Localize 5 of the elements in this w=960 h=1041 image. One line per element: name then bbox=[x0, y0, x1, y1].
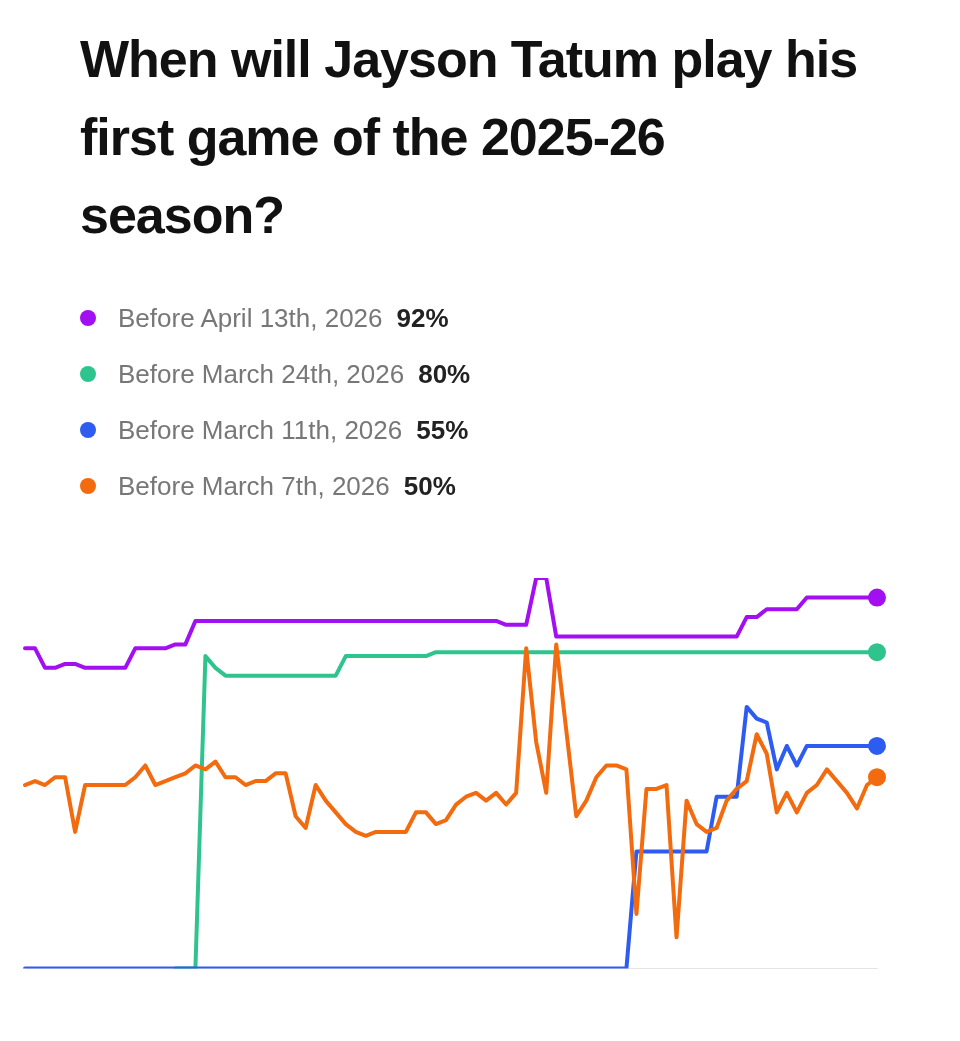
legend-label: Before March 11th, 2026 55% bbox=[118, 414, 469, 446]
legend-label: Before April 13th, 2026 92% bbox=[118, 302, 449, 334]
legend-label: Before March 7th, 2026 50% bbox=[118, 470, 456, 502]
chart-title: When will Jayson Tatum play his first game of the 2025-26 season? bbox=[80, 29, 859, 246]
legend-label: Before March 24th, 2026 80% bbox=[118, 358, 471, 390]
